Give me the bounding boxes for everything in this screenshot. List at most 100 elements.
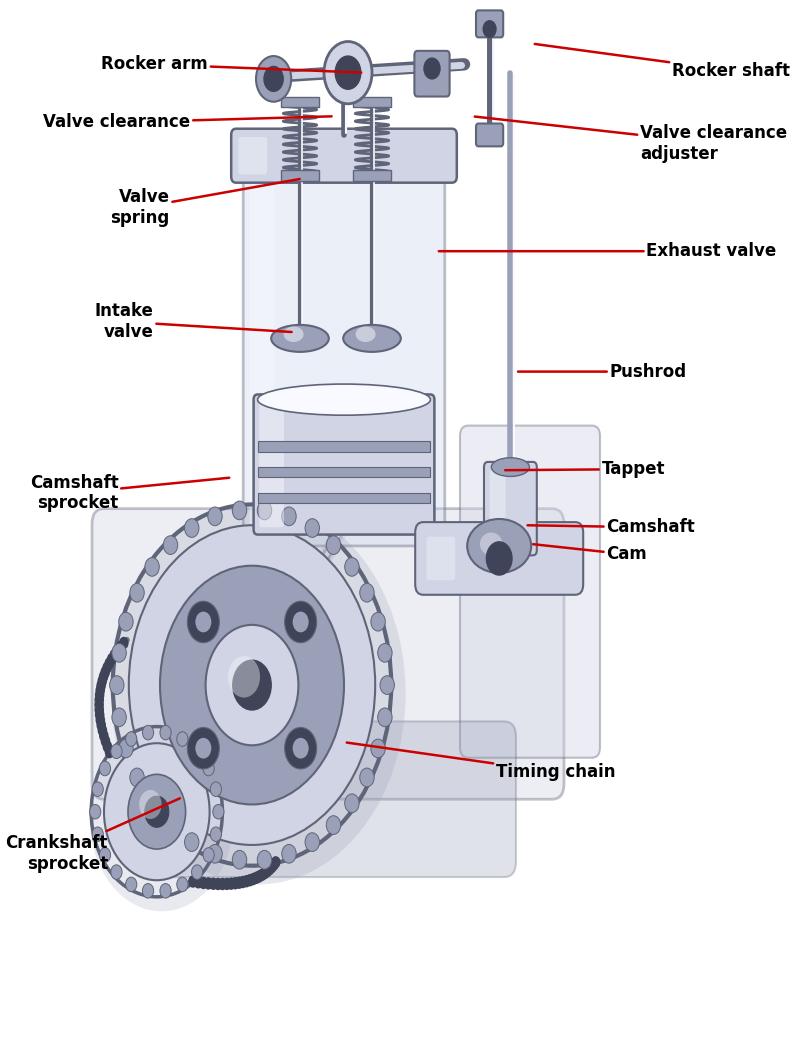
Circle shape xyxy=(160,726,171,740)
Circle shape xyxy=(305,832,319,851)
Circle shape xyxy=(326,536,341,554)
Circle shape xyxy=(111,865,122,879)
Circle shape xyxy=(195,611,211,632)
Circle shape xyxy=(90,725,234,911)
Circle shape xyxy=(105,657,114,670)
Circle shape xyxy=(371,612,386,631)
Circle shape xyxy=(238,876,248,889)
Circle shape xyxy=(98,675,107,687)
Circle shape xyxy=(222,878,232,891)
Bar xyxy=(353,170,391,181)
Circle shape xyxy=(194,876,203,889)
Circle shape xyxy=(187,728,219,769)
Circle shape xyxy=(130,768,144,787)
Circle shape xyxy=(112,644,126,662)
Circle shape xyxy=(177,732,188,746)
Circle shape xyxy=(177,877,188,892)
Circle shape xyxy=(254,870,264,882)
Circle shape xyxy=(380,676,394,694)
Circle shape xyxy=(262,865,272,877)
Ellipse shape xyxy=(258,384,430,415)
Circle shape xyxy=(95,684,105,696)
Circle shape xyxy=(260,867,270,879)
Circle shape xyxy=(163,536,178,554)
FancyBboxPatch shape xyxy=(414,51,450,97)
Circle shape xyxy=(94,699,104,711)
Circle shape xyxy=(335,56,361,89)
Circle shape xyxy=(94,704,104,716)
Circle shape xyxy=(242,875,251,887)
Circle shape xyxy=(94,689,104,702)
Circle shape xyxy=(160,883,171,898)
Text: Camshaft: Camshaft xyxy=(527,518,695,537)
Circle shape xyxy=(204,877,214,890)
Circle shape xyxy=(208,845,222,864)
Circle shape xyxy=(206,625,298,745)
Circle shape xyxy=(210,827,222,842)
Circle shape xyxy=(111,502,406,884)
Circle shape xyxy=(360,583,374,602)
Bar xyxy=(281,97,319,107)
Text: Rocker shaft: Rocker shaft xyxy=(534,44,790,80)
Circle shape xyxy=(105,746,114,759)
FancyBboxPatch shape xyxy=(238,137,267,174)
Circle shape xyxy=(378,708,392,727)
Circle shape xyxy=(113,645,122,657)
Circle shape xyxy=(95,714,105,727)
FancyBboxPatch shape xyxy=(476,10,503,37)
Circle shape xyxy=(326,816,341,835)
Circle shape xyxy=(234,876,244,889)
Circle shape xyxy=(101,735,110,747)
Circle shape xyxy=(191,865,202,879)
Circle shape xyxy=(345,557,359,576)
Text: Tappet: Tappet xyxy=(505,460,665,479)
Circle shape xyxy=(102,661,112,674)
Text: Exhaust valve: Exhaust valve xyxy=(438,242,777,261)
Text: Crankshaft
sprocket: Crankshaft sprocket xyxy=(6,798,180,873)
Circle shape xyxy=(233,660,271,710)
FancyBboxPatch shape xyxy=(426,537,455,580)
FancyBboxPatch shape xyxy=(259,402,284,527)
Circle shape xyxy=(251,872,261,884)
Circle shape xyxy=(213,804,224,819)
Text: Pushrod: Pushrod xyxy=(518,362,686,381)
Circle shape xyxy=(360,768,374,787)
Text: Rocker arm: Rocker arm xyxy=(102,55,362,74)
FancyBboxPatch shape xyxy=(490,469,506,548)
Circle shape xyxy=(104,743,210,880)
Circle shape xyxy=(118,612,133,631)
Circle shape xyxy=(107,653,117,665)
Circle shape xyxy=(203,761,214,775)
Circle shape xyxy=(232,850,246,869)
Circle shape xyxy=(102,740,112,753)
Circle shape xyxy=(198,877,208,890)
Circle shape xyxy=(185,832,199,851)
Text: Cam: Cam xyxy=(533,544,647,564)
Circle shape xyxy=(129,525,375,845)
Circle shape xyxy=(92,782,103,796)
Circle shape xyxy=(258,501,272,520)
Ellipse shape xyxy=(355,326,376,343)
Circle shape xyxy=(90,804,101,819)
Circle shape xyxy=(424,58,440,79)
Circle shape xyxy=(269,858,278,871)
Text: Valve clearance: Valve clearance xyxy=(43,113,332,132)
Circle shape xyxy=(258,850,272,869)
Circle shape xyxy=(209,877,218,890)
Circle shape xyxy=(188,875,198,887)
Ellipse shape xyxy=(343,325,401,352)
Circle shape xyxy=(483,21,496,37)
Text: Timing chain: Timing chain xyxy=(346,742,615,782)
Circle shape xyxy=(126,732,137,746)
Circle shape xyxy=(110,649,119,661)
Circle shape xyxy=(256,56,291,102)
Circle shape xyxy=(142,883,154,898)
Circle shape xyxy=(378,644,392,662)
Circle shape xyxy=(98,671,108,683)
Circle shape xyxy=(271,856,281,869)
Circle shape xyxy=(128,774,186,849)
Circle shape xyxy=(191,744,202,759)
Circle shape xyxy=(293,738,309,759)
Circle shape xyxy=(185,519,199,538)
Circle shape xyxy=(210,782,222,796)
